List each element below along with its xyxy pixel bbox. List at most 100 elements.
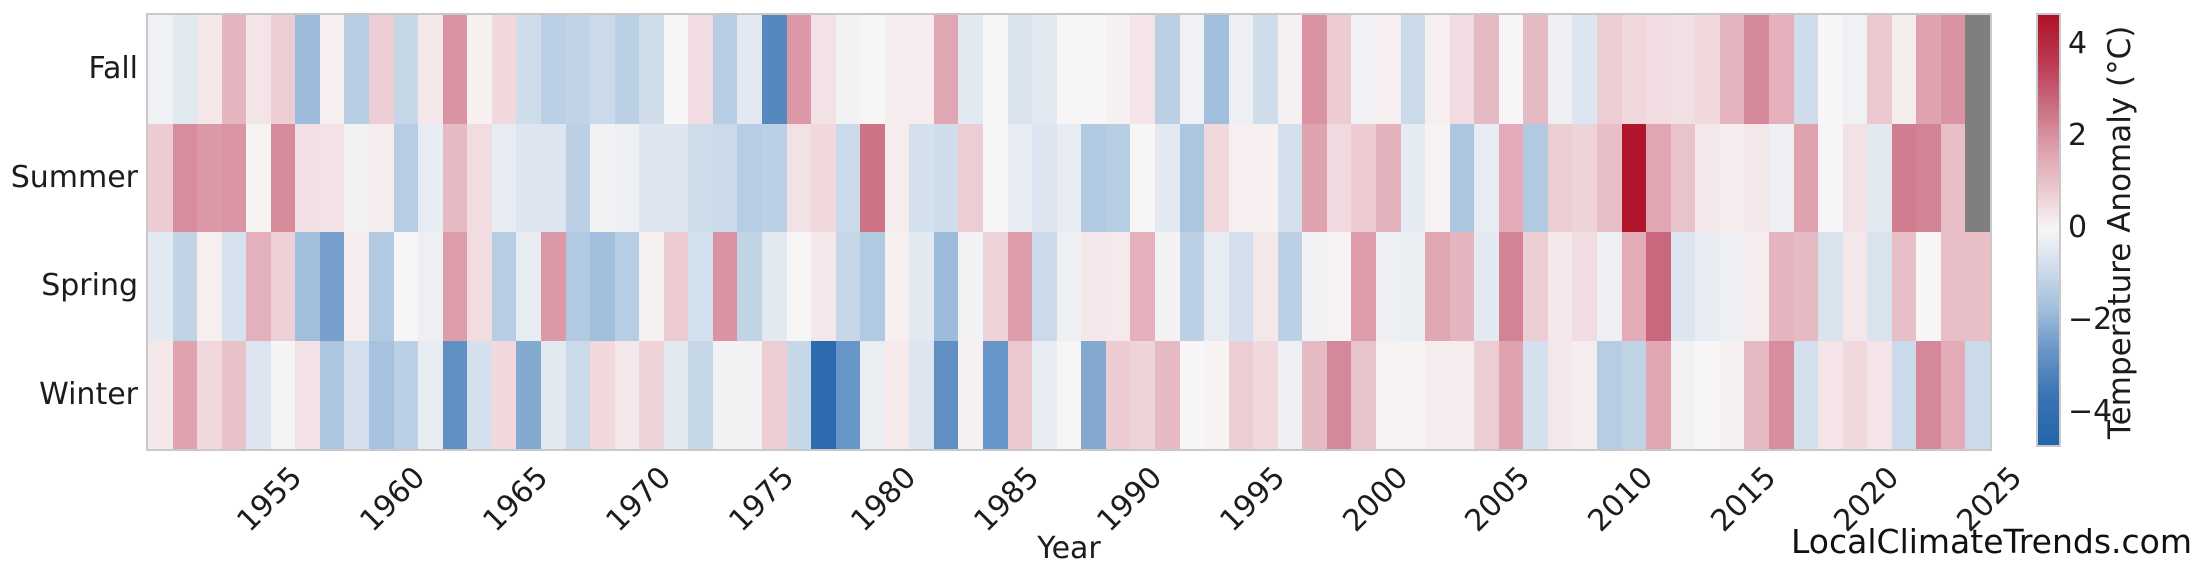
x-tick-label: 1990 xyxy=(1090,460,1170,539)
heatmap-cell xyxy=(1621,15,1647,124)
heatmap-cell xyxy=(1253,15,1278,124)
heatmap-cell xyxy=(418,123,443,232)
heatmap-cell xyxy=(319,340,345,449)
heatmap-cell xyxy=(1891,15,1917,124)
heatmap-cell xyxy=(1056,123,1082,232)
heatmap-cell xyxy=(1916,123,1941,232)
heatmap-cell xyxy=(811,123,836,232)
heatmap-cell xyxy=(1842,15,1868,124)
colorbar-tick-label: 0 xyxy=(2068,210,2088,245)
heatmap-cell xyxy=(442,123,468,232)
heatmap-cell xyxy=(344,123,370,232)
heatmap-cell xyxy=(1449,15,1475,124)
heatmap-cell xyxy=(1277,340,1303,449)
heatmap-cell xyxy=(393,15,419,124)
heatmap-cell xyxy=(1302,15,1327,124)
heatmap-cell xyxy=(565,340,591,449)
x-tick-label: 1975 xyxy=(722,460,801,539)
heatmap-cell xyxy=(1326,340,1352,449)
heatmap-cell xyxy=(393,232,419,341)
heatmap-cell xyxy=(688,123,713,232)
heatmap xyxy=(148,15,1990,449)
heatmap-cell xyxy=(1351,15,1376,124)
heatmap-cell xyxy=(516,15,541,124)
heatmap-cell xyxy=(221,15,247,124)
heatmap-cell xyxy=(835,123,861,232)
heatmap-cell xyxy=(1302,232,1327,341)
heatmap-cell xyxy=(1818,123,1843,232)
heatmap-cell xyxy=(1326,123,1352,232)
heatmap-cell xyxy=(148,123,173,232)
heatmap-cell xyxy=(1007,123,1033,232)
heatmap-cell xyxy=(1965,340,1990,449)
heatmap-cell xyxy=(172,340,198,449)
heatmap-cell xyxy=(1547,15,1573,124)
heatmap-cell xyxy=(811,340,836,449)
heatmap-cell xyxy=(860,15,885,124)
heatmap-cell xyxy=(1253,340,1278,449)
heatmap-cell xyxy=(467,123,492,232)
heatmap-cell xyxy=(344,15,370,124)
heatmap-cell xyxy=(663,232,689,341)
heatmap-cell xyxy=(1891,123,1917,232)
colorbar-title: Temperature Anomaly (°C) xyxy=(2102,25,2138,439)
x-tick-label: 1980 xyxy=(844,460,924,539)
heatmap-cell xyxy=(884,340,910,449)
heatmap-cell xyxy=(1228,15,1254,124)
heatmap-cell xyxy=(909,123,934,232)
x-tick-label: 1985 xyxy=(967,460,1047,539)
heatmap-cell xyxy=(737,340,762,449)
heatmap-cell xyxy=(933,232,959,341)
heatmap-cell xyxy=(1842,232,1868,341)
heatmap-cell xyxy=(663,15,689,124)
heatmap-cell xyxy=(1646,232,1671,341)
heatmap-cell xyxy=(835,340,861,449)
heatmap-cell xyxy=(1695,15,1720,124)
heatmap-cell xyxy=(246,340,271,449)
heatmap-cell xyxy=(442,15,468,124)
heatmap-cell xyxy=(1597,123,1622,232)
heatmap-cell xyxy=(1646,15,1671,124)
heatmap-cell xyxy=(983,232,1008,341)
heatmap-cell xyxy=(270,123,296,232)
heatmap-cell xyxy=(614,15,640,124)
heatmap-cell xyxy=(1719,232,1745,341)
heatmap-cell xyxy=(1179,15,1205,124)
heatmap-cell xyxy=(1646,123,1671,232)
heatmap-cell xyxy=(712,15,738,124)
heatmap-cell xyxy=(983,15,1008,124)
heatmap-cell xyxy=(639,15,664,124)
heatmap-cell xyxy=(540,15,566,124)
heatmap-cell xyxy=(270,340,296,449)
heatmap-cell xyxy=(737,15,762,124)
heatmap-cell xyxy=(1842,123,1868,232)
heatmap-cell xyxy=(491,232,517,341)
heatmap-cell xyxy=(1130,232,1155,341)
y-axis-label-summer: Summer xyxy=(10,159,138,195)
heatmap-cell xyxy=(958,123,984,232)
heatmap-cell xyxy=(1695,123,1720,232)
heatmap-cell xyxy=(172,232,198,341)
colorbar-tick-label: −4 xyxy=(2068,394,2113,430)
heatmap-cell xyxy=(1597,340,1622,449)
heatmap-cell xyxy=(1940,340,1966,449)
heatmap-cell xyxy=(1818,340,1843,449)
heatmap-cell xyxy=(221,123,247,232)
heatmap-cell xyxy=(1105,15,1131,124)
heatmap-cell xyxy=(933,123,959,232)
heatmap-cell xyxy=(1523,123,1548,232)
colorbar-tick-label: 4 xyxy=(2068,25,2088,61)
heatmap-cell xyxy=(761,340,787,449)
heatmap-cell xyxy=(1130,15,1155,124)
heatmap-cell xyxy=(540,340,566,449)
heatmap-cell xyxy=(1916,232,1941,341)
heatmap-cell xyxy=(1400,123,1426,232)
heatmap-cell xyxy=(1081,123,1106,232)
heatmap-cell xyxy=(418,15,443,124)
heatmap-cell xyxy=(1474,123,1499,232)
heatmap-cell xyxy=(1007,340,1033,449)
heatmap-cell xyxy=(663,123,689,232)
heatmap-cell xyxy=(1474,232,1499,341)
heatmap-cell xyxy=(688,232,713,341)
heatmap-cell xyxy=(344,340,370,449)
